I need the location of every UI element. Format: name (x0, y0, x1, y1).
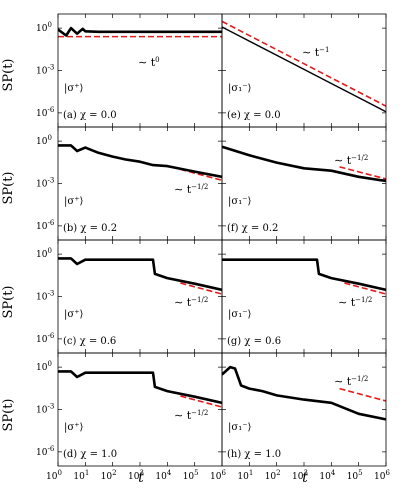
series-line-a-0 (58, 26, 222, 37)
panel-label-c: (c) χ = 0.6 (63, 336, 116, 347)
state-label-d: |σ⁺⟩ (64, 422, 83, 433)
fit-line-g (344, 282, 386, 295)
y-tick-label-a-2: 10-6 (36, 106, 55, 119)
panels: 100 10-3 10-6 (a) χ = 0.0 |σ⁺⟩ ∼ t0 100 10-3 10-… (36, 13, 390, 482)
y-tick-label-a-1: 10-3 (36, 64, 54, 77)
x-tick-label-h-3: 103 (292, 469, 308, 482)
panel-c: 100 10-3 10-6 (c) χ = 0.6 |σ⁺⟩ ∼ t−1/2 (36, 239, 223, 354)
state-label-e: |σ₁⁻⟩ (228, 83, 251, 94)
panel-label-e: (e) χ = 0.0 (227, 110, 281, 121)
panel-label-g: (g) χ = 0.6 (227, 336, 281, 347)
fit-label-g: ∼ t−1/2 (338, 296, 372, 309)
x-tick-label-h-6: 106 (374, 469, 390, 482)
state-label-b: |σ⁺⟩ (64, 196, 83, 207)
y-tick-label-c-1: 10-3 (36, 290, 54, 303)
series-line-c-0 (58, 257, 222, 292)
x-axis-label-right: t (302, 470, 308, 486)
y-tick-label-d-0: 100 (36, 360, 52, 373)
panel-a: 100 10-3 10-6 (a) χ = 0.0 |σ⁺⟩ ∼ t0 (36, 13, 223, 128)
x-axis-label-left: t (138, 470, 144, 486)
fit-line-d (180, 395, 222, 408)
y-tick-label-d-1: 10-3 (36, 403, 54, 416)
x-tick-label-d-5: 105 (183, 469, 199, 482)
y-tick-label-c-0: 100 (36, 247, 52, 260)
panel-label-d: (d) χ = 1.0 (63, 449, 117, 460)
series-line-d-0 (58, 370, 222, 405)
y-tick-label-d-2: 10-6 (36, 445, 55, 458)
state-label-c: |σ⁺⟩ (64, 309, 83, 320)
state-label-h: |σ₁⁻⟩ (228, 422, 251, 433)
y-axis-label-row-3: SP(t) (1, 285, 16, 318)
fit-line-e (222, 20, 386, 107)
panel-label-b: (b) χ = 0.2 (63, 223, 117, 234)
fit-line-b (180, 168, 222, 182)
y-tick-label-c-2: 10-6 (36, 332, 55, 345)
fit-label-d: ∼ t−1/2 (174, 409, 208, 422)
series-line-f-0 (222, 145, 386, 183)
panel-h: 101 102 103 104 105 106 (h) χ = 1.0 |σ₁⁻⟩ ∼ t−1/… (221, 352, 390, 482)
fit-label-e: ∼ t−1 (302, 46, 329, 59)
state-label-g: |σ₁⁻⟩ (228, 309, 251, 320)
panel-g: (g) χ = 0.6 |σ₁⁻⟩ ∼ t−1/2 (221, 239, 387, 354)
series-line-h-0 (222, 365, 386, 421)
panel-label-a: (a) χ = 0.0 (63, 110, 117, 121)
panel-label-f: (f) χ = 0.2 (227, 223, 278, 234)
y-tick-label-b-0: 100 (36, 134, 52, 147)
y-axis-label-row-2: SP(t) (1, 171, 16, 204)
x-tick-label-d-6: 106 (210, 469, 226, 482)
fit-label-a: ∼ t0 (138, 56, 160, 69)
x-tick-label-d-3: 103 (128, 469, 144, 482)
x-tick-label-d-0: 100 (46, 469, 62, 482)
fit-label-b: ∼ t−1/2 (174, 183, 208, 196)
y-tick-label-b-2: 10-6 (36, 219, 55, 232)
panel-f: (f) χ = 0.2 |σ₁⁻⟩ ∼ t−1/2 (221, 126, 387, 241)
fit-label-c: ∼ t−1/2 (174, 296, 208, 309)
fit-label-h: ∼ t−1/2 (334, 375, 368, 388)
x-tick-label-h-1: 101 (237, 469, 253, 482)
x-tick-label-d-2: 102 (101, 469, 117, 482)
x-tick-label-h-4: 104 (319, 469, 335, 482)
series-line-e-0 (222, 26, 386, 113)
panel-b: 100 10-3 10-6 (b) χ = 0.2 |σ⁺⟩ ∼ t−1/2 (36, 126, 223, 241)
y-axis-label-row-1: SP(t) (1, 58, 16, 91)
series-line-b-0 (58, 144, 222, 179)
panel-label-h: (h) χ = 1.0 (227, 449, 281, 460)
fit-line-c (180, 282, 222, 295)
fit-line-h (339, 387, 386, 402)
panel-e: (e) χ = 0.0 |σ₁⁻⟩ ∼ t−1 (221, 13, 387, 128)
series-line-g-0 (222, 258, 386, 292)
y-tick-label-b-1: 10-3 (36, 177, 54, 190)
x-tick-label-h-2: 102 (265, 469, 281, 482)
x-tick-label-d-4: 104 (155, 469, 171, 482)
panel-d: 100 10-3 10-6 100 101 102 103 104 105 106 (d) χ = … (36, 352, 226, 482)
state-label-f: |σ₁⁻⟩ (228, 196, 251, 207)
y-axis-label-row-4: SP(t) (1, 398, 16, 431)
x-tick-label-h-5: 105 (347, 469, 363, 482)
y-tick-label-a-0: 100 (36, 21, 52, 34)
fit-line-f (339, 166, 386, 180)
state-label-a: |σ⁺⟩ (64, 83, 83, 94)
x-tick-label-d-1: 101 (73, 469, 89, 482)
fit-label-f: ∼ t−1/2 (334, 154, 368, 167)
